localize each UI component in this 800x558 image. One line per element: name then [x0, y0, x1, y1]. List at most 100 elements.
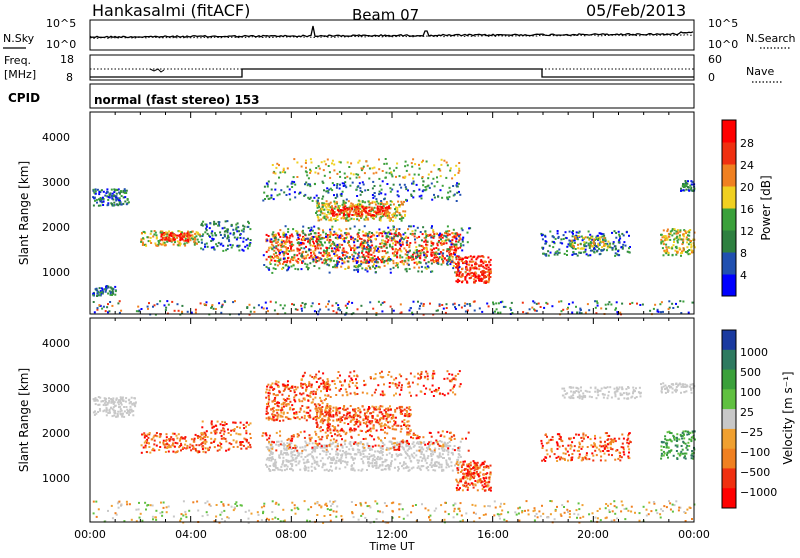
velocity-return — [430, 453, 432, 455]
power-return — [382, 210, 384, 212]
power-return — [412, 177, 414, 179]
power-return — [455, 252, 457, 254]
power-return — [274, 237, 276, 239]
power-return — [283, 168, 285, 170]
power-return — [335, 220, 337, 222]
velocity-return — [429, 464, 431, 466]
power-return — [416, 263, 418, 265]
power-return — [212, 235, 214, 237]
power-return — [679, 234, 681, 236]
power-return — [472, 261, 474, 263]
power-return — [453, 265, 455, 267]
power-return — [389, 219, 391, 221]
power-return — [177, 303, 179, 305]
power-return — [390, 200, 392, 202]
power-return — [608, 301, 610, 303]
velocity-return — [322, 457, 324, 459]
velocity-return — [130, 406, 132, 408]
freq-tick-top: 18 — [60, 53, 74, 66]
velocity-return — [282, 461, 284, 463]
power-return — [302, 260, 304, 262]
velocity-return — [273, 463, 275, 465]
power-return — [421, 266, 423, 268]
velocity-return — [178, 446, 180, 448]
velocity-return — [246, 422, 248, 424]
velocity-return — [441, 441, 443, 443]
power-return — [414, 242, 416, 244]
power-return — [115, 195, 117, 197]
velocity-return — [371, 462, 373, 464]
power-return — [600, 307, 602, 309]
power-return — [279, 263, 281, 265]
power-return — [326, 256, 328, 258]
velocity-return — [159, 436, 161, 438]
velocity-return — [105, 404, 107, 406]
power-return — [324, 175, 326, 177]
power-return — [204, 223, 206, 225]
velocity-return — [170, 446, 172, 448]
power-return — [430, 236, 432, 238]
power-return — [623, 241, 625, 243]
power-return — [433, 235, 435, 237]
power-return — [544, 236, 546, 238]
power-return — [531, 307, 533, 309]
power-return — [204, 231, 206, 233]
power-return — [100, 205, 102, 207]
power-return — [302, 302, 304, 304]
power-return — [331, 247, 333, 249]
power-return — [194, 238, 196, 240]
velocity-return — [329, 469, 331, 471]
power-return — [107, 191, 109, 193]
power-return — [446, 197, 448, 199]
power-return — [350, 236, 352, 238]
power-return — [688, 231, 690, 233]
power-return — [381, 256, 383, 258]
velocity-return — [404, 451, 406, 453]
power-return — [163, 234, 165, 236]
power-return — [415, 257, 417, 259]
power-return — [402, 210, 404, 212]
power-return — [234, 300, 236, 302]
power-return — [490, 268, 492, 270]
velocity-return — [154, 440, 156, 442]
power-return — [488, 281, 490, 283]
power-return — [560, 238, 562, 240]
power-return — [618, 241, 620, 243]
power-return — [335, 250, 337, 252]
power-return — [341, 195, 343, 197]
power-return — [459, 194, 461, 196]
velocity-return — [458, 453, 460, 455]
velocity-return — [123, 406, 125, 408]
power-return — [438, 249, 440, 251]
power-return — [478, 268, 480, 270]
velocity-return — [426, 450, 428, 452]
power-return — [290, 246, 292, 248]
power-return — [346, 176, 348, 178]
power-return — [365, 261, 367, 263]
power-return — [619, 238, 621, 240]
power-return — [374, 267, 376, 269]
power-return — [576, 231, 578, 233]
power-return — [316, 205, 318, 207]
velocity-return — [268, 457, 270, 459]
power-return — [325, 306, 327, 308]
power-return — [115, 200, 117, 202]
power-return — [270, 301, 272, 303]
velocity-return — [189, 446, 191, 448]
power-return — [339, 205, 341, 207]
power-return — [214, 232, 216, 234]
power-return — [618, 254, 620, 256]
power-return — [241, 230, 243, 232]
power-return — [472, 267, 474, 269]
power-return — [455, 238, 457, 240]
velocity-return — [248, 442, 250, 444]
power-return — [456, 255, 458, 257]
power-return — [96, 202, 98, 204]
power-return — [454, 194, 456, 196]
power-return — [469, 261, 471, 263]
velocity-return — [222, 429, 224, 431]
velocity-return — [119, 401, 121, 403]
power-return — [395, 230, 397, 232]
power-return — [447, 261, 449, 263]
power-return — [304, 263, 306, 265]
